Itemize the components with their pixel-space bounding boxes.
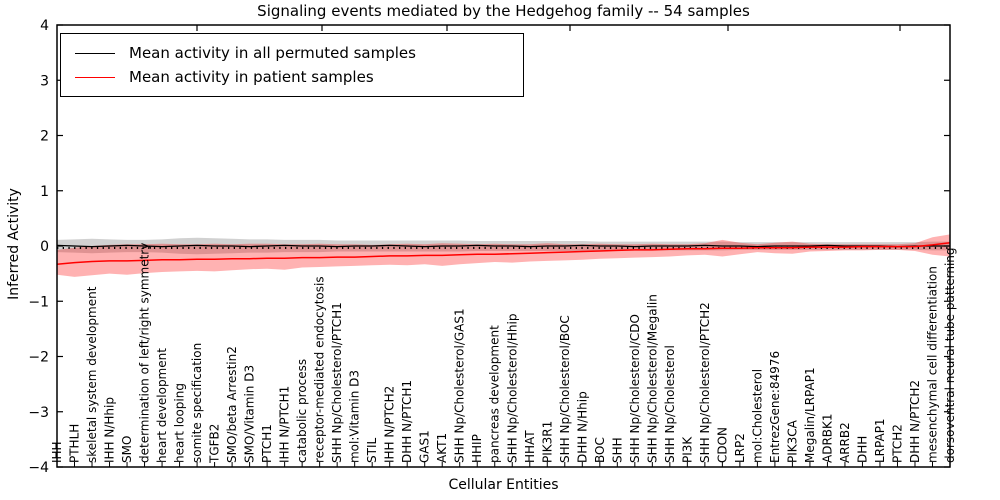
x-tick-label: GAS1 bbox=[418, 430, 432, 463]
x-tick-label: determination of left/right symmetry bbox=[138, 243, 152, 463]
x-tick-label: SHH Np/Cholesterol/PTCH1 bbox=[330, 302, 344, 463]
x-tick-label: somite specification bbox=[190, 343, 204, 463]
legend-item-patient: Mean activity in patient samples bbox=[75, 65, 523, 89]
x-tick-label: DHH N/PTCH2 bbox=[908, 380, 922, 463]
x-axis-label: Cellular Entities bbox=[448, 477, 559, 493]
x-tick-label: catabolic process bbox=[295, 359, 309, 463]
x-tick-label: IHH N/PTCH1 bbox=[278, 386, 292, 463]
legend-line-red bbox=[75, 76, 115, 78]
x-tick-label: DHH N/PTCH1 bbox=[400, 380, 414, 463]
y-tick-label: 0 bbox=[40, 239, 49, 255]
y-tick-label: 4 bbox=[40, 18, 49, 34]
x-tick-label: LRP2 bbox=[733, 433, 747, 463]
x-tick-label: SHH Np/Cholesterol/CDO bbox=[628, 314, 642, 463]
x-tick-label: mol:Vitamin D3 bbox=[348, 370, 362, 463]
x-tick-label: BOC bbox=[593, 437, 607, 463]
y-tick-label: −2 bbox=[28, 350, 49, 366]
series-line-patient bbox=[56, 241, 951, 265]
chart-title: Signaling events mediated by the Hedgeho… bbox=[257, 2, 750, 20]
x-tick-label: TGFB2 bbox=[208, 424, 222, 464]
x-tick-label: IHH N/Hhip bbox=[103, 397, 117, 463]
x-tick-label: PIK3CA bbox=[785, 419, 799, 463]
x-tick-label: SHH Np/Cholesterol/BOC bbox=[558, 315, 572, 463]
x-tick-label: heart development bbox=[155, 348, 169, 463]
x-tick-label: Megalin/LRPAP1 bbox=[803, 367, 817, 463]
x-tick-label: PIK3R1 bbox=[540, 421, 554, 463]
series-line-permuted bbox=[56, 244, 950, 248]
legend: Mean activity in all permuted samples Me… bbox=[60, 33, 524, 97]
x-tick-label: skeletal system development bbox=[85, 286, 99, 463]
x-tick-label: CDON bbox=[715, 427, 729, 463]
x-tick-label: heart looping bbox=[173, 383, 187, 463]
x-tick-label: DHH bbox=[855, 436, 869, 463]
x-tick-label: PTCH1 bbox=[260, 424, 274, 463]
x-tick-label: SHH Np/Cholesterol/GAS1 bbox=[453, 308, 467, 463]
x-tick-label: SMO/beta Arrestin2 bbox=[225, 346, 239, 463]
x-tick-label: HHAT bbox=[523, 430, 537, 463]
x-tick-label: pancreas development bbox=[488, 325, 502, 463]
y-tick-label: −3 bbox=[28, 405, 49, 421]
y-tick-label: −4 bbox=[28, 460, 49, 476]
x-tick-label: SMO/Vitamin D3 bbox=[243, 365, 257, 463]
x-tick-label: PTCH2 bbox=[890, 424, 904, 463]
x-tick-label: LRPAP1 bbox=[873, 418, 887, 463]
x-tick-label: HHIP bbox=[470, 434, 484, 463]
y-tick-label: 1 bbox=[40, 184, 49, 200]
x-tick-label: ARRB2 bbox=[838, 422, 852, 463]
x-tick-label: IHH N/PTCH2 bbox=[383, 386, 397, 463]
x-tick-label: PI3K bbox=[680, 436, 694, 463]
x-tick-label: mesenchymal cell differentiation bbox=[925, 266, 939, 463]
x-tick-label: SHH Np/Cholesterol/Hhip bbox=[505, 314, 519, 463]
x-tick-label: PTHLH bbox=[68, 424, 82, 463]
x-tick-label: mol:Cholesterol bbox=[750, 369, 764, 463]
y-tick-label: −1 bbox=[28, 294, 49, 310]
legend-line-black bbox=[75, 52, 115, 54]
x-tick-label: SHH Np/Cholesterol/PTCH2 bbox=[698, 302, 712, 463]
x-tick-label: SHH Np/Cholesterol bbox=[663, 345, 677, 463]
x-tick-label: ADRBK1 bbox=[820, 413, 834, 463]
x-tick-label: SHH Np/Cholesterol/Megalin bbox=[645, 294, 659, 463]
x-tick-label: DHH N/Hhip bbox=[575, 391, 589, 463]
y-tick-label: 3 bbox=[40, 73, 49, 89]
x-tick-label: STIL bbox=[365, 438, 379, 463]
x-tick-label: dorsoventral neural tube patterning bbox=[943, 247, 957, 463]
x-tick-label: IHH bbox=[50, 441, 64, 463]
x-tick-label: SMO bbox=[120, 436, 134, 463]
x-tick-label: AKT1 bbox=[435, 433, 449, 463]
x-tick-label: SHH bbox=[610, 437, 624, 463]
legend-label: Mean activity in patient samples bbox=[129, 68, 374, 86]
x-tick-label: receptor-mediated endocytosis bbox=[313, 276, 327, 463]
legend-label: Mean activity in all permuted samples bbox=[129, 44, 416, 62]
x-tick-label: EntrezGene:84976 bbox=[768, 351, 782, 463]
y-tick-label: 2 bbox=[40, 129, 49, 145]
legend-item-permuted: Mean activity in all permuted samples bbox=[75, 41, 523, 65]
